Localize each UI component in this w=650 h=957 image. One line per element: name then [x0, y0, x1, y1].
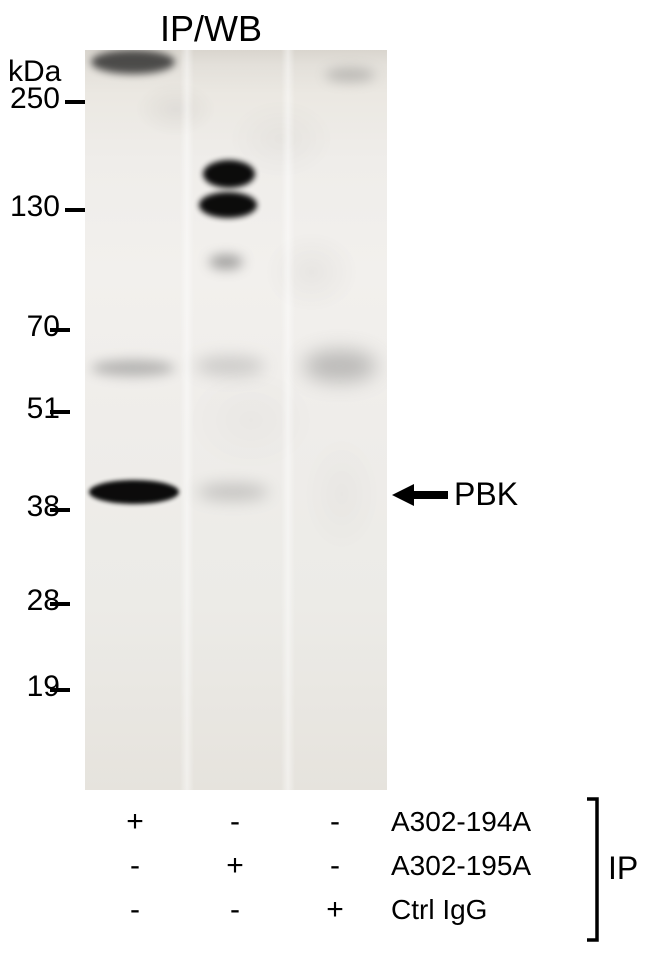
ip-antibody-table: +--A302-194A-+-A302-195A--+Ctrl IgG: [85, 800, 605, 932]
ladder-tick: [50, 508, 70, 512]
ip-table-row: +--A302-194A: [85, 800, 605, 844]
figure-container: IP/WB kDa 2501307051382819 PBK +--A302-1…: [0, 0, 650, 957]
ip-table-cell: +: [85, 805, 185, 839]
blot-band: [199, 192, 257, 218]
ip-table-cell: +: [285, 893, 385, 927]
ladder-mark-label: 250: [2, 82, 60, 116]
lane-separator: [281, 50, 295, 790]
ip-table-cell: +: [185, 849, 285, 883]
ladder-tick: [50, 410, 70, 414]
ladder-mark-label: 70: [2, 310, 60, 344]
ip-table-cell: -: [285, 849, 385, 883]
ladder-mark-label: 38: [2, 490, 60, 524]
ladder-mark-label: 51: [2, 392, 60, 426]
ip-bracket-icon: [585, 797, 605, 942]
ip-antibody-name: Ctrl IgG: [385, 894, 487, 926]
ip-antibody-name: A302-194A: [385, 806, 531, 838]
blot-band: [91, 50, 175, 74]
blot-band: [209, 255, 243, 269]
blot-band: [197, 484, 269, 500]
blot-band: [91, 360, 175, 376]
ip-table-cell: -: [185, 893, 285, 927]
ladder-tick: [65, 208, 85, 212]
blot-band: [325, 68, 375, 82]
ladder-tick: [50, 688, 70, 692]
blot-band: [203, 160, 255, 188]
band-annotation-label: PBK: [454, 476, 518, 513]
blot-image: [85, 50, 387, 790]
ladder-mark-label: 19: [2, 670, 60, 704]
ip-antibody-name: A302-195A: [385, 850, 531, 882]
figure-title: IP/WB: [160, 8, 262, 50]
blot-band: [303, 350, 377, 382]
ip-table-cell: -: [85, 849, 185, 883]
ip-table-cell: -: [285, 805, 385, 839]
blot-band: [195, 356, 265, 376]
ladder-mark-label: 130: [2, 190, 60, 224]
ip-table-row: --+Ctrl IgG: [85, 888, 605, 932]
lane-separator: [180, 50, 194, 790]
ip-table-row: -+-A302-195A: [85, 844, 605, 888]
ip-table-cell: -: [185, 805, 285, 839]
ladder-mark-label: 28: [2, 584, 60, 618]
ip-bracket-label: IP: [608, 850, 638, 887]
ladder-tick: [65, 100, 85, 104]
blot-band: [89, 480, 179, 504]
band-annotation-arrow: PBK: [392, 476, 518, 513]
ip-table-cell: -: [85, 893, 185, 927]
ladder-tick: [50, 328, 70, 332]
ladder-tick: [50, 602, 70, 606]
arrow-left-icon: [392, 482, 448, 508]
